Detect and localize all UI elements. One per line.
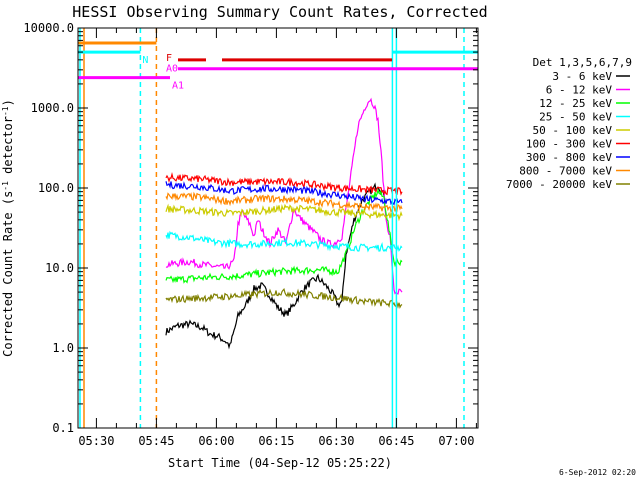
legend-entry-label: 300 - 800 keV: [526, 151, 612, 164]
y-axis-label-main: Corrected Count Rate (s: [1, 191, 15, 357]
y-tick-label: 1000.0: [31, 101, 74, 115]
legend-entry-label: 25 - 50 keV: [539, 111, 612, 124]
legend-entry-label: 7000 - 20000 keV: [506, 178, 612, 191]
y-tick-label: 1.0: [52, 341, 74, 355]
y-tick-label: 10.0: [45, 261, 74, 275]
y-tick-label: 10000.0: [23, 21, 74, 35]
legend-entry-label: 6 - 12 keV: [546, 84, 613, 97]
y-axis-label-mid: detector: [1, 116, 15, 181]
legend-entry-label: 100 - 300 keV: [526, 138, 612, 151]
x-tick-label: 05:30: [78, 434, 114, 448]
chart-title: HESSI Observing Summary Count Rates, Cor…: [72, 3, 487, 21]
y-tick-label: 0.1: [52, 421, 74, 435]
y-tick-label: 100.0: [38, 181, 74, 195]
x-tick-label: 07:00: [438, 434, 474, 448]
legend-entry-label: 3 - 6 keV: [552, 70, 612, 83]
plot-data: [165, 97, 403, 350]
series-line: [165, 191, 403, 214]
series-line: [165, 287, 403, 309]
plot-decorations: N FA0 A1: [78, 28, 478, 428]
series-line: [165, 230, 403, 253]
y-axis: 0.1 1.0 10.0 100.0 1000.0 10000.0: [23, 21, 478, 435]
flag-label: A0: [166, 64, 178, 75]
x-tick-label: 06:45: [378, 434, 414, 448]
x-tick-label: 06:00: [198, 434, 234, 448]
legend-title: Det 1,3,5,6,7,9: [533, 56, 632, 69]
legend-entry-label: 12 - 25 keV: [539, 97, 612, 110]
legend-entry-label: 800 - 7000 keV: [519, 165, 612, 178]
plot-frame: [77, 27, 479, 429]
x-axis: 05:30 05:45 06:00 06:15 06:30 06:45 07:00: [78, 28, 477, 448]
y-axis-label-end: ): [1, 99, 15, 106]
x-axis-label: Start Time (04-Sep-12 05:25:22): [168, 456, 392, 470]
flag-label: F: [166, 53, 172, 64]
y-axis-label: Corrected Count Rate (s-1 detector-1): [1, 99, 15, 357]
legend-entry-label: 50 - 100 keV: [533, 124, 613, 137]
x-tick-label: 06:30: [318, 434, 354, 448]
flag-label: N: [142, 55, 148, 66]
y-axis-label-sup1: -1: [1, 181, 10, 191]
plot-timestamp: 6-Sep-2012 02:20: [559, 468, 636, 477]
flag-label: A1: [172, 81, 184, 92]
x-tick-label: 06:15: [258, 434, 294, 448]
series-line: [165, 203, 403, 222]
series-line: [165, 97, 403, 295]
series-line: [165, 172, 403, 196]
y-axis-label-sup2: -1: [1, 106, 10, 116]
series-line: [165, 181, 403, 206]
x-tick-label: 05:45: [138, 434, 174, 448]
